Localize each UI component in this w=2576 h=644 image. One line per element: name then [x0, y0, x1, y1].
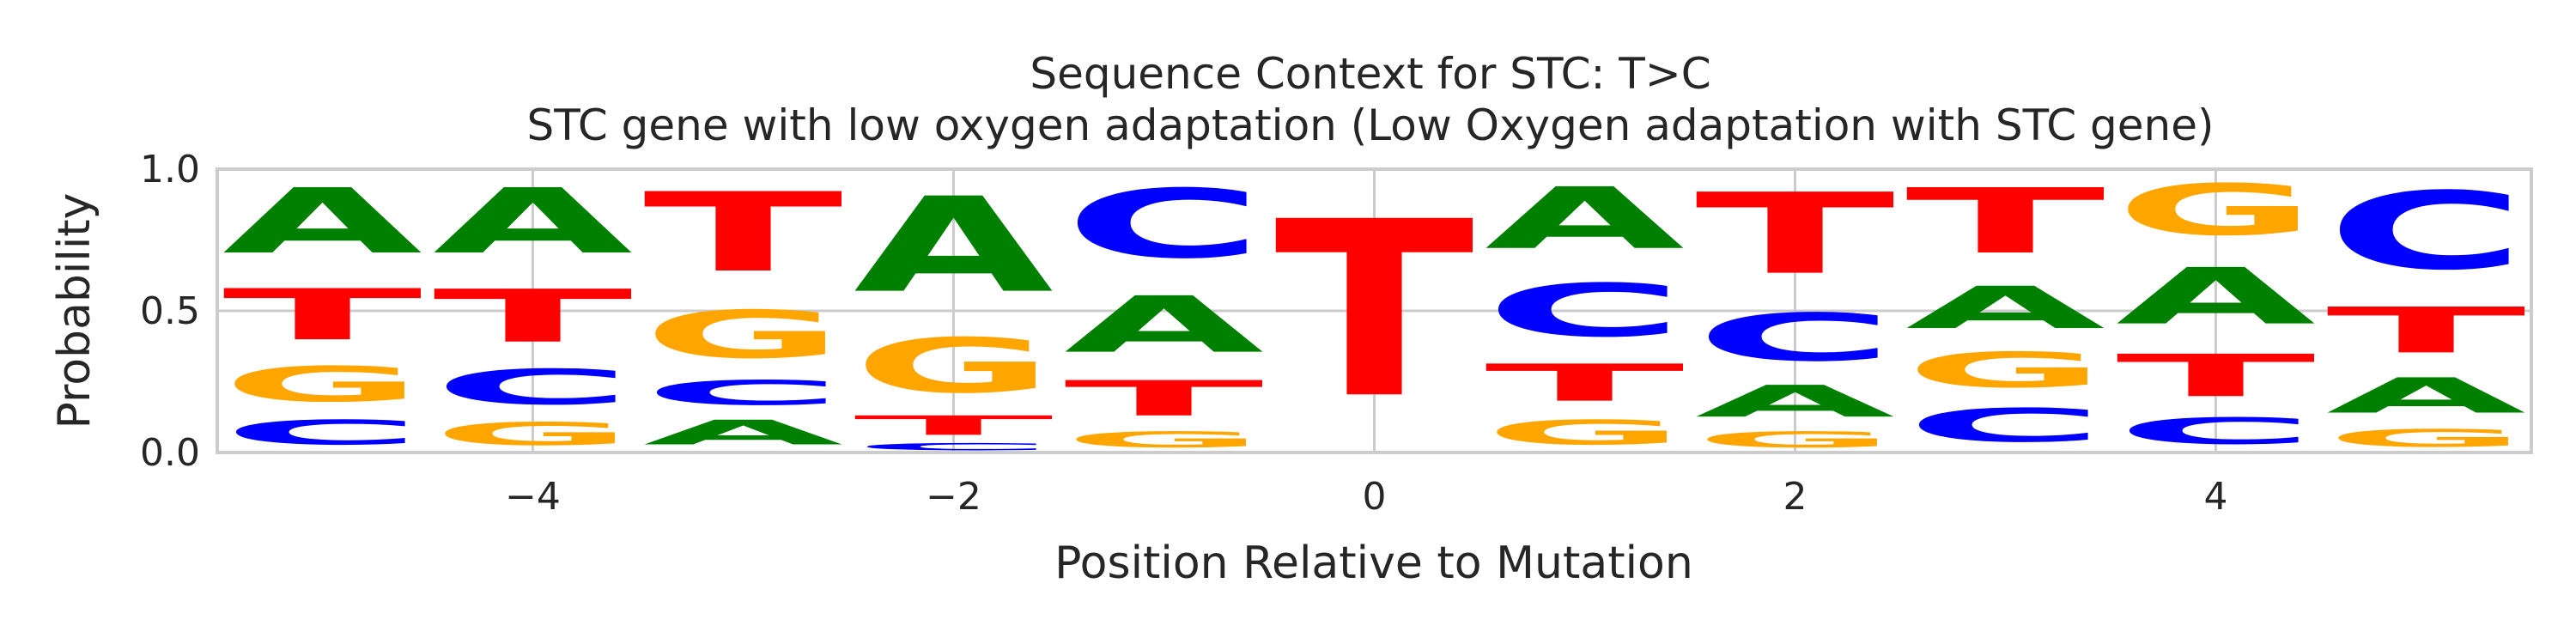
logo-letter-c: C [222, 413, 422, 453]
logo-letter-a: A [1905, 275, 2105, 343]
logo-letter-t: T [854, 410, 1054, 441]
logo-letter-g: G [2326, 424, 2526, 453]
logo-letter-c: C [1485, 269, 1685, 353]
logo-letter-a: A [2326, 368, 2526, 424]
logo-letter-c: C [1695, 300, 1895, 375]
logo-letter-t: T [1485, 354, 1685, 413]
x-tick-label: 2 [1783, 475, 1807, 519]
y-axis-label: Probability [49, 193, 100, 429]
logo-letter-g: G [222, 356, 422, 413]
logo-letter-g: G [1485, 413, 1685, 453]
y-tick-label: 1.0 [140, 148, 200, 191]
logo-letter-c: C [643, 374, 843, 413]
logo-letter-g: G [643, 297, 843, 374]
plot-frame [216, 167, 2533, 454]
x-tick-label: −4 [505, 475, 561, 519]
logo-letter-g: G [2116, 169, 2316, 251]
x-tick-label: 4 [2204, 475, 2228, 519]
y-tick-label: 0.5 [140, 289, 200, 333]
logo-letter-t: T [1905, 170, 2105, 274]
logo-letter-g: G [854, 323, 1054, 410]
logo-letter-g: G [433, 416, 633, 453]
logo-letter-a: A [643, 413, 843, 453]
logo-letter-a: A [1485, 169, 1685, 268]
logo-letter-g: G [1064, 427, 1264, 453]
logo-letter-t: T [1274, 169, 1476, 452]
logo-letter-g: G [1695, 427, 1895, 453]
logo-letter-g: G [1905, 343, 2105, 399]
chart-title: Sequence Context for STC: T>C [1030, 49, 1710, 99]
x-tick-label: −2 [926, 475, 981, 519]
logo-letter-c: C [1905, 398, 2105, 452]
logo-letter-a: A [433, 170, 633, 274]
y-tick-labels: 0.0 0.5 1.0 [140, 148, 200, 475]
y-tick-label: 0.0 [140, 431, 200, 475]
logo-letter-a: A [1695, 376, 1895, 427]
logo-letter-t: T [2326, 295, 2526, 368]
x-tick-label: 0 [1363, 475, 1387, 519]
logo-letter-c: C [2326, 169, 2526, 294]
logo-letter-t: T [643, 169, 845, 296]
chart-subtitle: STC gene with low oxygen adaptation (Low… [527, 100, 2215, 150]
logo-letter-t: T [1064, 370, 1264, 427]
logo-letter-c: C [433, 359, 633, 416]
logo-letter-c: C [854, 441, 1054, 453]
logo-letter-a: A [222, 170, 422, 274]
logo-letter-a: A [2116, 252, 2316, 342]
logo-letter-c: C [2116, 410, 2316, 453]
logo-letter-t: T [1695, 169, 1897, 299]
logo-letter-a: A [1064, 280, 1264, 370]
x-tick-labels: −4 −2 0 2 4 [505, 475, 2227, 519]
logo-letter-t: T [222, 274, 422, 355]
logo-letter-a: A [854, 170, 1054, 322]
logo-letter-t: T [2116, 343, 2316, 410]
x-axis-label: Position Relative to Mutation [1054, 538, 1693, 589]
logo-letter-t: T [433, 274, 633, 359]
logo-letter-c: C [1064, 169, 1264, 279]
